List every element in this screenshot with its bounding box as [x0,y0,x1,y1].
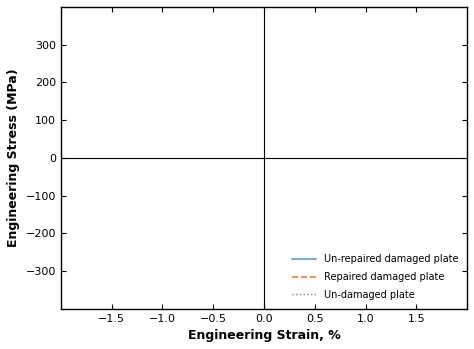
Y-axis label: Engineering Stress (MPa): Engineering Stress (MPa) [7,68,20,247]
Legend: Un-repaired damaged plate, Repaired damaged plate, Un-damaged plate: Un-repaired damaged plate, Repaired dama… [288,251,462,304]
X-axis label: Engineering Strain, %: Engineering Strain, % [188,329,340,342]
